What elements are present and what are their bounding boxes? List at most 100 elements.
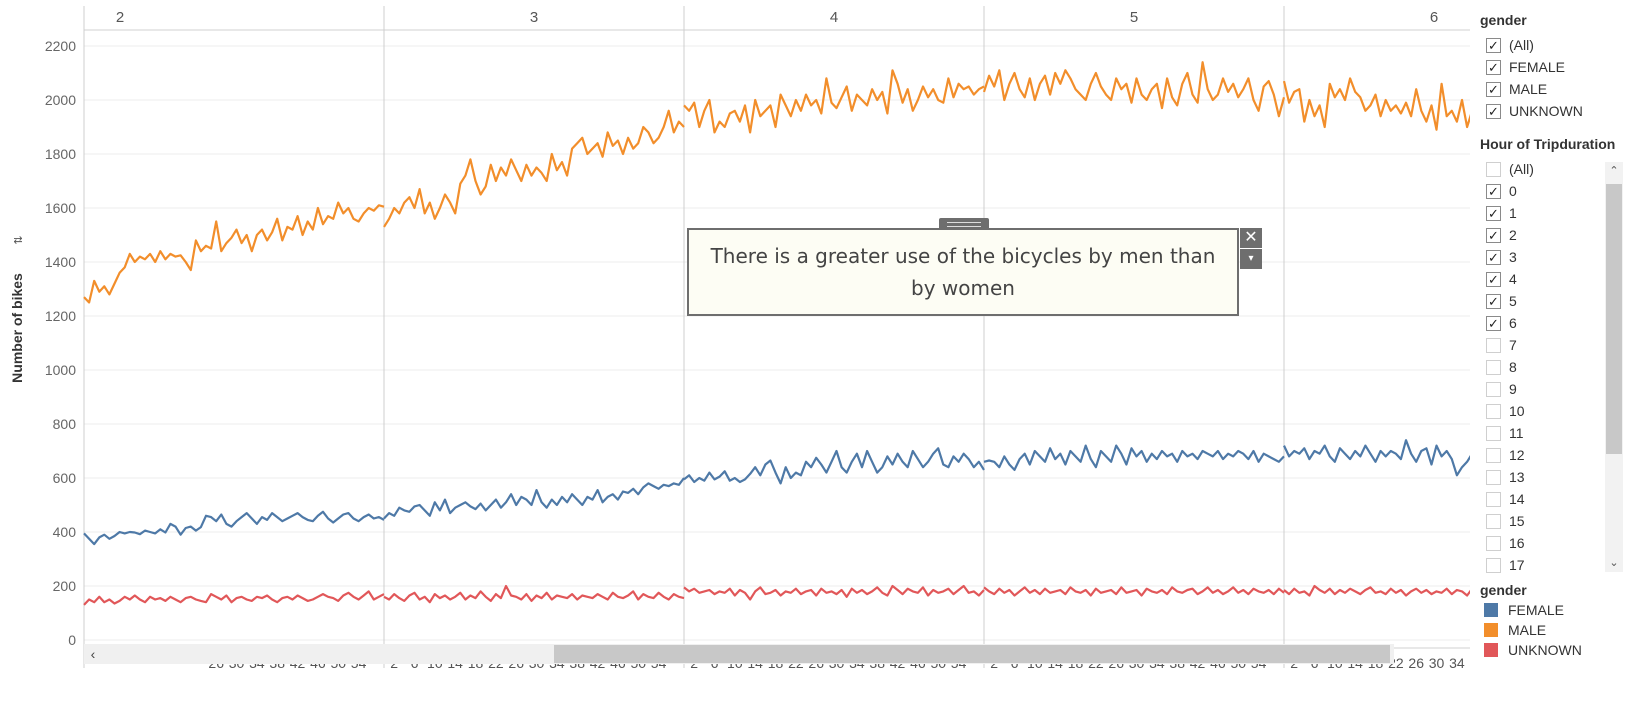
series-line-male <box>1282 77 1586 155</box>
checkbox-unchecked-icon[interactable] <box>1486 403 1501 419</box>
checkbox-checked-icon[interactable]: ✓ <box>1486 183 1501 199</box>
y-axis-title: Number of bikes <box>9 273 25 383</box>
checkbox-unchecked-icon[interactable] <box>1486 557 1501 573</box>
legend-item-label: FEMALE <box>1508 602 1565 618</box>
hour-filter-item-label: 4 <box>1509 271 1517 287</box>
gender-filter-item[interactable]: ✓ MALE <box>1486 78 1547 100</box>
checkbox-checked-icon[interactable]: ✓ <box>1486 249 1501 265</box>
horizontal-scroll-thumb[interactable] <box>554 645 1390 663</box>
checkbox-checked-icon[interactable]: ✓ <box>1486 81 1501 97</box>
hour-filter-item[interactable]: 11 <box>1486 422 1524 444</box>
legend-swatch <box>1484 603 1498 617</box>
x-tick-label: 38 <box>1469 655 1470 671</box>
hour-filter-item[interactable]: ✓ 1 <box>1486 202 1517 224</box>
checkbox-unchecked-icon[interactable] <box>1486 447 1501 463</box>
hour-filter-item[interactable]: 13 <box>1486 466 1525 488</box>
hour-filter-item[interactable]: 14 <box>1486 488 1525 510</box>
checkbox-unchecked-icon[interactable] <box>1486 425 1501 441</box>
panel-header-label: 5 <box>1130 9 1138 26</box>
panel-header-label: 2 <box>116 9 124 26</box>
checkbox-unchecked-icon[interactable] <box>1486 513 1501 529</box>
filter-sidebar: gender ✓ (All) ✓ FEMALE ✓ MALE ✓ UNKNOWN Hour o… <box>1476 0 1634 699</box>
series-line-female <box>383 477 685 520</box>
dropdown-menu-icon[interactable]: ▾ <box>1240 249 1262 269</box>
hour-filter-item-label: 12 <box>1509 447 1525 463</box>
hour-filter-item[interactable]: ✓ 5 <box>1486 290 1517 312</box>
gender-filter-item[interactable]: ✓ UNKNOWN <box>1486 100 1583 122</box>
hour-filter-item[interactable]: 10 <box>1486 400 1525 422</box>
hour-filter-item[interactable]: 16 <box>1486 532 1525 554</box>
y-tick-label: 1200 <box>45 308 76 324</box>
hour-filter-item-label: 9 <box>1509 381 1517 397</box>
checkbox-unchecked-icon[interactable] <box>1486 381 1501 397</box>
annotation-drag-handle[interactable] <box>939 218 989 230</box>
y-tick-label: 400 <box>53 524 77 540</box>
panel-header-label: 6 <box>1430 9 1438 26</box>
gender-filter-item[interactable]: ✓ (All) <box>1486 34 1534 56</box>
hour-filter-item[interactable]: 12 <box>1486 444 1525 466</box>
scroll-down-icon[interactable]: ⌄ <box>1609 557 1619 569</box>
hour-filter-item-label: 15 <box>1509 513 1525 529</box>
sort-icon: ⇅ <box>13 235 25 244</box>
y-tick-label: 1600 <box>45 200 76 216</box>
hour-filter-item-label: 16 <box>1509 535 1525 551</box>
hour-filter-item[interactable]: 15 <box>1486 510 1525 532</box>
hour-filter-item[interactable]: ✓ 2 <box>1486 224 1517 246</box>
hour-filter-item[interactable]: ✓ 4 <box>1486 268 1517 290</box>
gender-filter-item-label: (All) <box>1509 37 1534 53</box>
checkbox-checked-icon[interactable]: ✓ <box>1486 315 1501 331</box>
hour-filter-item[interactable]: ✓ 0 <box>1486 180 1517 202</box>
y-tick-label: 1000 <box>45 362 76 378</box>
checkbox-unchecked-icon[interactable] <box>1486 337 1501 353</box>
checkbox-checked-icon[interactable]: ✓ <box>1486 37 1501 53</box>
scroll-left-icon[interactable]: ‹ <box>90 646 96 662</box>
hour-filter-item[interactable]: 7 <box>1486 334 1517 356</box>
hour-filter-item[interactable]: 9 <box>1486 378 1517 400</box>
hour-filter-item[interactable]: (All) <box>1486 158 1534 180</box>
checkbox-checked-icon[interactable]: ✓ <box>1486 205 1501 221</box>
legend-item[interactable]: FEMALE <box>1484 600 1564 620</box>
hour-filter-item-label: 8 <box>1509 359 1517 375</box>
close-icon[interactable]: ✕ <box>1240 228 1262 248</box>
y-tick-label: 0 <box>68 632 76 648</box>
scroll-up-icon[interactable]: ⌃ <box>1609 165 1619 177</box>
series-line-male <box>982 61 1286 118</box>
checkbox-checked-icon[interactable]: ✓ <box>1486 59 1501 75</box>
checkbox-checked-icon[interactable]: ✓ <box>1486 103 1501 119</box>
hour-filter-item-label: (All) <box>1509 161 1534 177</box>
hour-filter-item-label: 5 <box>1509 293 1517 309</box>
x-tick-label: 34 <box>1449 655 1465 671</box>
hour-filter-item-label: 0 <box>1509 183 1517 199</box>
checkbox-unchecked-icon[interactable] <box>1486 359 1501 375</box>
hour-filter-item[interactable]: 8 <box>1486 356 1517 378</box>
hour-filter-item[interactable]: 17 <box>1486 554 1525 576</box>
checkbox-checked-icon[interactable]: ✓ <box>1486 227 1501 243</box>
series-line-male <box>383 109 685 228</box>
hour-filter-item[interactable]: ✓ 6 <box>1486 312 1517 334</box>
annotation-box[interactable]: There is a greater use of the bicycles b… <box>687 228 1239 316</box>
hour-filter-item-label: 2 <box>1509 227 1517 243</box>
checkbox-checked-icon[interactable]: ✓ <box>1486 271 1501 287</box>
hour-filter-item-label: 10 <box>1509 403 1525 419</box>
legend-swatch <box>1484 643 1498 657</box>
horizontal-scrollbar[interactable]: ‹ <box>84 644 1394 664</box>
gender-filter-item[interactable]: ✓ FEMALE <box>1486 56 1565 78</box>
checkbox-unchecked-icon[interactable] <box>1486 161 1501 177</box>
vertical-scrollbar[interactable]: ⌃ ⌄ <box>1605 162 1623 572</box>
series-line-male <box>683 69 985 134</box>
x-tick-label: 30 <box>1429 655 1445 671</box>
chart-area: 0 200 400 600 800 1000 1200 1400 1600 1800 2000 220… <box>9 6 1586 671</box>
legend-item[interactable]: MALE <box>1484 620 1546 640</box>
checkbox-checked-icon[interactable]: ✓ <box>1486 293 1501 309</box>
hour-filter-item-label: 6 <box>1509 315 1517 331</box>
vertical-scroll-thumb[interactable] <box>1606 184 1622 454</box>
gender-filter-title: gender <box>1480 12 1527 28</box>
series-line-female <box>683 447 985 485</box>
legend-item[interactable]: UNKNOWN <box>1484 640 1582 660</box>
series-line-unknown <box>83 590 385 606</box>
hour-filter-item[interactable]: ✓ 3 <box>1486 246 1517 268</box>
checkbox-unchecked-icon[interactable] <box>1486 491 1501 507</box>
series-line-unknown <box>683 584 985 601</box>
checkbox-unchecked-icon[interactable] <box>1486 469 1501 485</box>
checkbox-unchecked-icon[interactable] <box>1486 535 1501 551</box>
